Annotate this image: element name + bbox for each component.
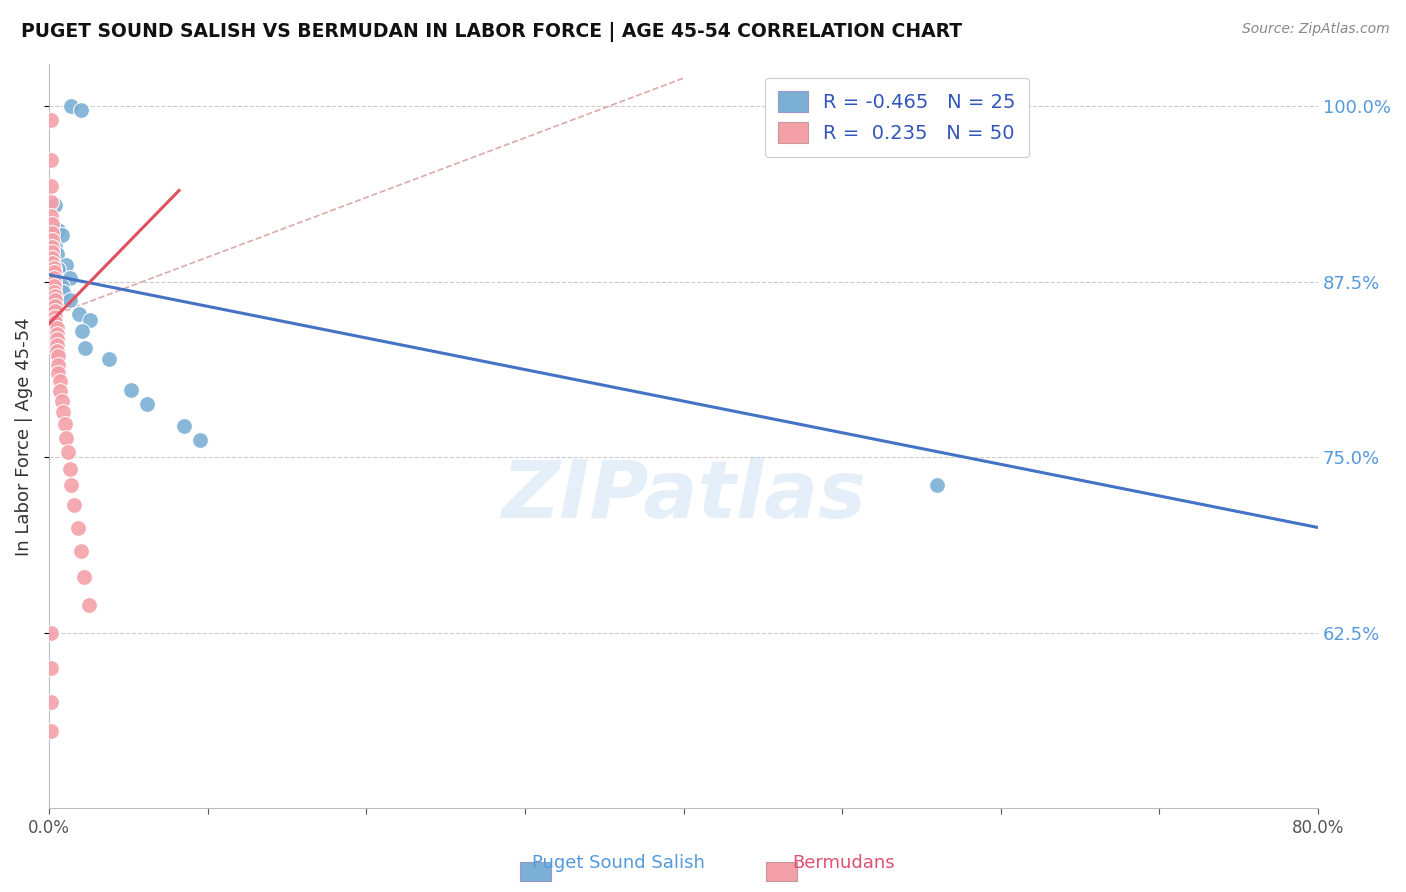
Point (48, 366, 70, 380)
Point (60, 478, 83, 492)
Point (39, 626, 62, 640)
Point (41, 217, 63, 231)
Text: PUGET SOUND SALISH VS BERMUDAN IN LABOR FORCE | AGE 45-54 CORRELATION CHART: PUGET SOUND SALISH VS BERMUDAN IN LABOR … (21, 22, 962, 42)
Text: Puget Sound Salish: Puget Sound Salish (533, 855, 704, 872)
Point (66, 520, 89, 534)
Point (51, 394, 73, 409)
Point (39, 179, 62, 194)
Point (45, 343, 67, 358)
Point (42, 265, 65, 279)
Point (44, 304, 66, 318)
Point (49, 375, 72, 389)
Point (44, 293, 66, 307)
Point (48, 358, 70, 372)
Point (56, 444, 79, 458)
Point (73, 570, 96, 584)
Point (39, 661, 62, 675)
Point (58, 461, 80, 475)
Point (41, 256, 63, 270)
Point (39, 194, 62, 209)
Point (39, 695, 62, 709)
Point (79, 312, 101, 326)
Point (42, 279, 65, 293)
Point (53, 417, 76, 431)
Text: ZIPatlas: ZIPatlas (501, 457, 866, 535)
Point (41, 233, 63, 247)
Point (41, 226, 63, 240)
Point (39, 209, 62, 223)
Point (52, 405, 75, 419)
Point (45, 332, 67, 346)
Point (45, 338, 67, 352)
Point (60, 99, 83, 113)
Point (41, 245, 63, 260)
Point (44, 240, 66, 254)
Point (39, 113, 62, 128)
Point (44, 310, 66, 324)
Point (77, 598, 100, 612)
Point (44, 316, 66, 330)
Point (69, 103, 91, 118)
Point (58, 270, 80, 285)
Point (44, 289, 66, 303)
Point (98, 351, 121, 366)
Point (48, 349, 70, 363)
Y-axis label: In Labor Force | Age 45-54: In Labor Force | Age 45-54 (15, 317, 32, 556)
Point (51, 279, 73, 293)
Point (48, 262, 70, 277)
Point (48, 275, 70, 289)
Text: Source: ZipAtlas.com: Source: ZipAtlas.com (1241, 22, 1389, 37)
Point (42, 285, 65, 299)
Point (42, 260, 65, 275)
Point (58, 293, 80, 307)
Point (49, 384, 72, 399)
Text: Bermudans: Bermudans (793, 855, 894, 872)
Point (51, 228, 73, 243)
Point (188, 434, 211, 448)
Point (42, 275, 65, 289)
Point (45, 321, 67, 335)
Point (44, 299, 66, 313)
Point (55, 431, 77, 445)
Point (69, 544, 91, 558)
Point (44, 268, 66, 282)
Point (45, 246, 67, 260)
Point (41, 240, 63, 254)
Point (55, 258, 77, 272)
Point (48, 223, 70, 237)
Point (121, 383, 143, 397)
Point (39, 153, 62, 167)
Point (72, 324, 94, 338)
Point (136, 397, 159, 411)
Point (67, 307, 90, 321)
Point (44, 197, 66, 211)
Point (927, 478, 949, 492)
Legend: R = -0.465   N = 25, R =  0.235   N = 50: R = -0.465 N = 25, R = 0.235 N = 50 (765, 78, 1029, 157)
Point (52, 285, 75, 299)
Point (41, 251, 63, 265)
Point (63, 498, 86, 512)
Point (173, 419, 195, 434)
Point (45, 326, 67, 341)
Point (42, 270, 65, 285)
Point (39, 724, 62, 739)
Point (75, 341, 97, 355)
